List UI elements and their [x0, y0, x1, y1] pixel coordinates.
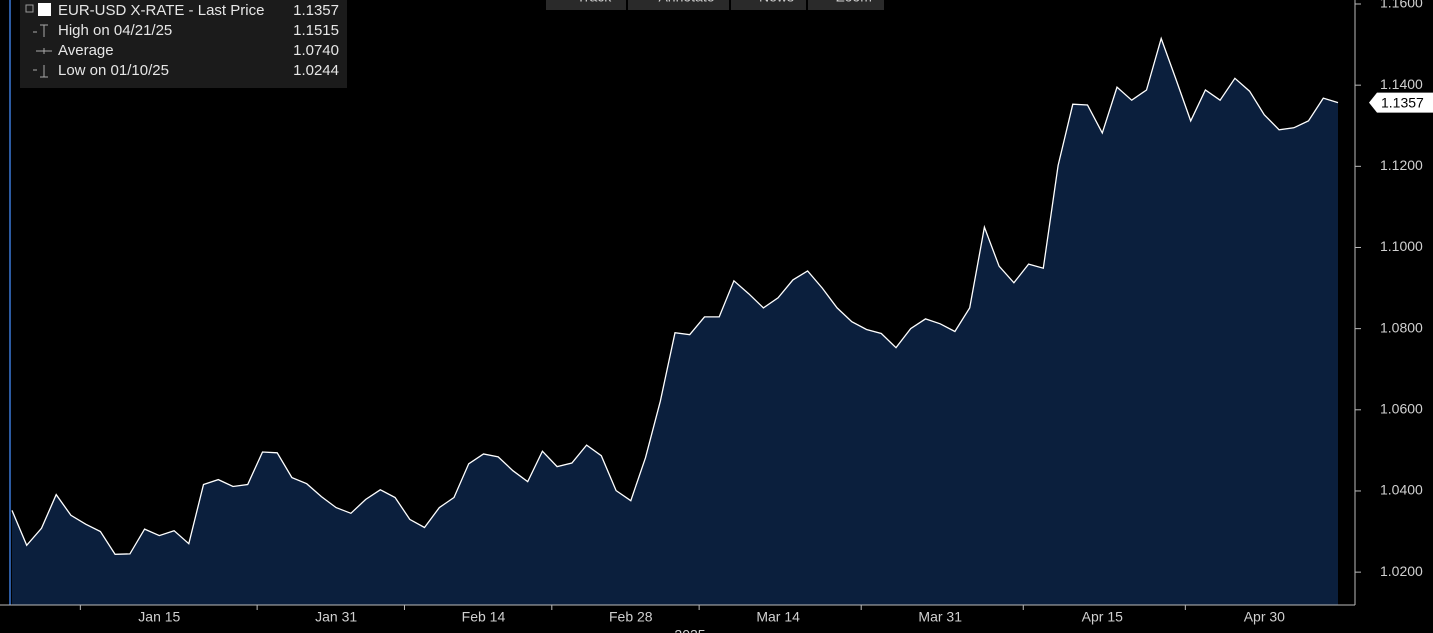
x-tick-label: Feb 14 — [462, 609, 506, 625]
legend-stat-value: 1.1515 — [293, 22, 339, 39]
legend-stat-name: Low on 01/10/25 — [58, 62, 169, 79]
legend-icon — [25, 4, 34, 13]
toolbar-label: News — [759, 0, 794, 5]
x-axis-year: 2025 — [674, 627, 705, 633]
legend-icon — [33, 24, 48, 37]
last-price-label: 1.1357 — [1381, 94, 1424, 110]
toolbar-button[interactable] — [731, 0, 806, 10]
y-tick-label: 1.0800 — [1380, 319, 1423, 335]
legend-stat-name: High on 04/21/25 — [58, 22, 172, 39]
x-tick-label: Feb 28 — [609, 609, 653, 625]
legend-swatch — [38, 3, 51, 16]
y-tick-label: 1.0200 — [1380, 563, 1423, 579]
legend-series-value: 1.1357 — [293, 2, 339, 19]
toolbar-label: Track — [577, 0, 612, 5]
legend-stat-name: Average — [58, 42, 114, 59]
toolbar-button[interactable] — [628, 0, 729, 10]
y-tick-label: 1.1200 — [1380, 157, 1423, 173]
price-line — [11, 36, 1339, 555]
y-tick-label: 1.1600 — [1380, 0, 1423, 11]
toolbar-button[interactable] — [808, 0, 884, 10]
legend-box — [20, 0, 347, 88]
legend-stat-value: 1.0244 — [293, 62, 339, 79]
y-tick-label: 1.0600 — [1380, 401, 1423, 417]
last-price-tag — [1369, 92, 1433, 113]
y-tick-label: 1.1400 — [1380, 76, 1423, 92]
legend: EUR-USD X-RATE - Last Price 1.1357 High … — [20, 0, 347, 88]
toolbar: Track Annotate News Zoom — [546, 0, 884, 10]
y-tick-label: 1.0400 — [1380, 482, 1423, 498]
legend-icon — [36, 48, 52, 54]
x-tick-label: Mar 14 — [756, 609, 800, 625]
x-tick-label: Apr 30 — [1244, 609, 1285, 625]
legend-stat-value: 1.0740 — [293, 42, 339, 59]
legend-icon — [33, 65, 48, 78]
legend-series-name: EUR-USD X-RATE - Last Price — [58, 2, 264, 19]
x-tick-label: Mar 31 — [918, 609, 962, 625]
x-tick-label: Jan 15 — [138, 609, 180, 625]
toolbar-label: Zoom — [836, 0, 872, 5]
area-fill — [12, 38, 1338, 605]
toolbar-button[interactable] — [546, 0, 626, 10]
x-tick-label: Apr 15 — [1082, 609, 1123, 625]
y-tick-label: 1.1000 — [1380, 238, 1423, 254]
toolbar-label: Annotate — [658, 0, 714, 5]
x-tick-label: Jan 31 — [315, 609, 357, 625]
